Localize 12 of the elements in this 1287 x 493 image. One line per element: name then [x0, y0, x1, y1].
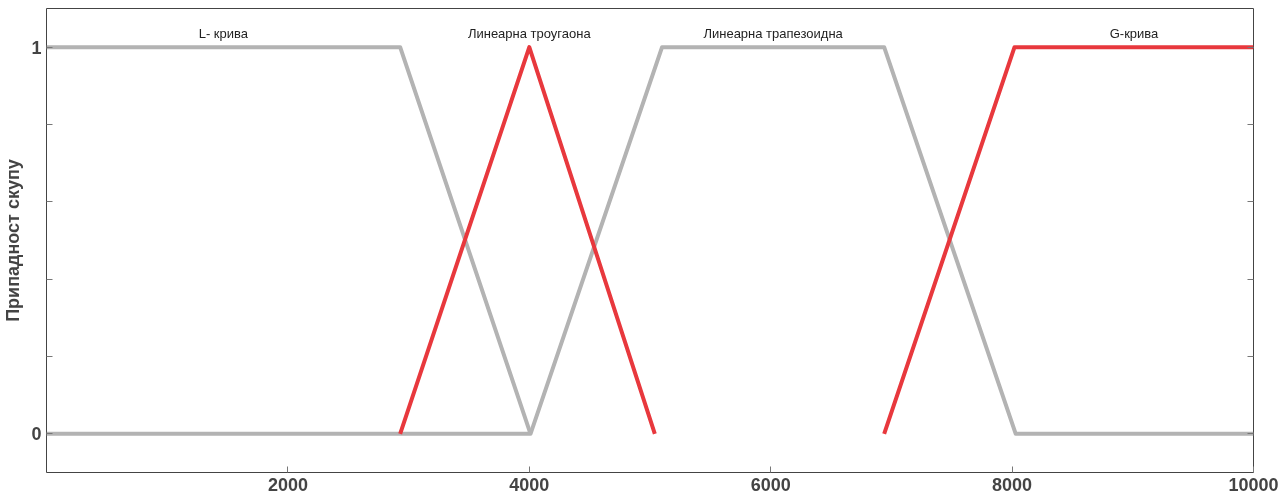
series-label: L- крива — [198, 26, 249, 42]
series-label: Линеарна трапезоидна — [703, 26, 844, 42]
x-tick-label: 10000 — [1228, 474, 1279, 493]
x-tick-label: 2000 — [267, 474, 308, 493]
x-tick-label: 8000 — [992, 474, 1033, 493]
series-label: Линеарна троугаона — [467, 26, 592, 42]
y-tick-label: 1 — [31, 37, 42, 58]
y-tick-label: 0 — [31, 424, 42, 445]
series-label: G-крива — [1109, 26, 1160, 42]
x-tick-label: 6000 — [750, 474, 791, 493]
y-axis-title: Припадност скупу — [3, 159, 24, 322]
x-tick-label: 4000 — [509, 474, 550, 493]
